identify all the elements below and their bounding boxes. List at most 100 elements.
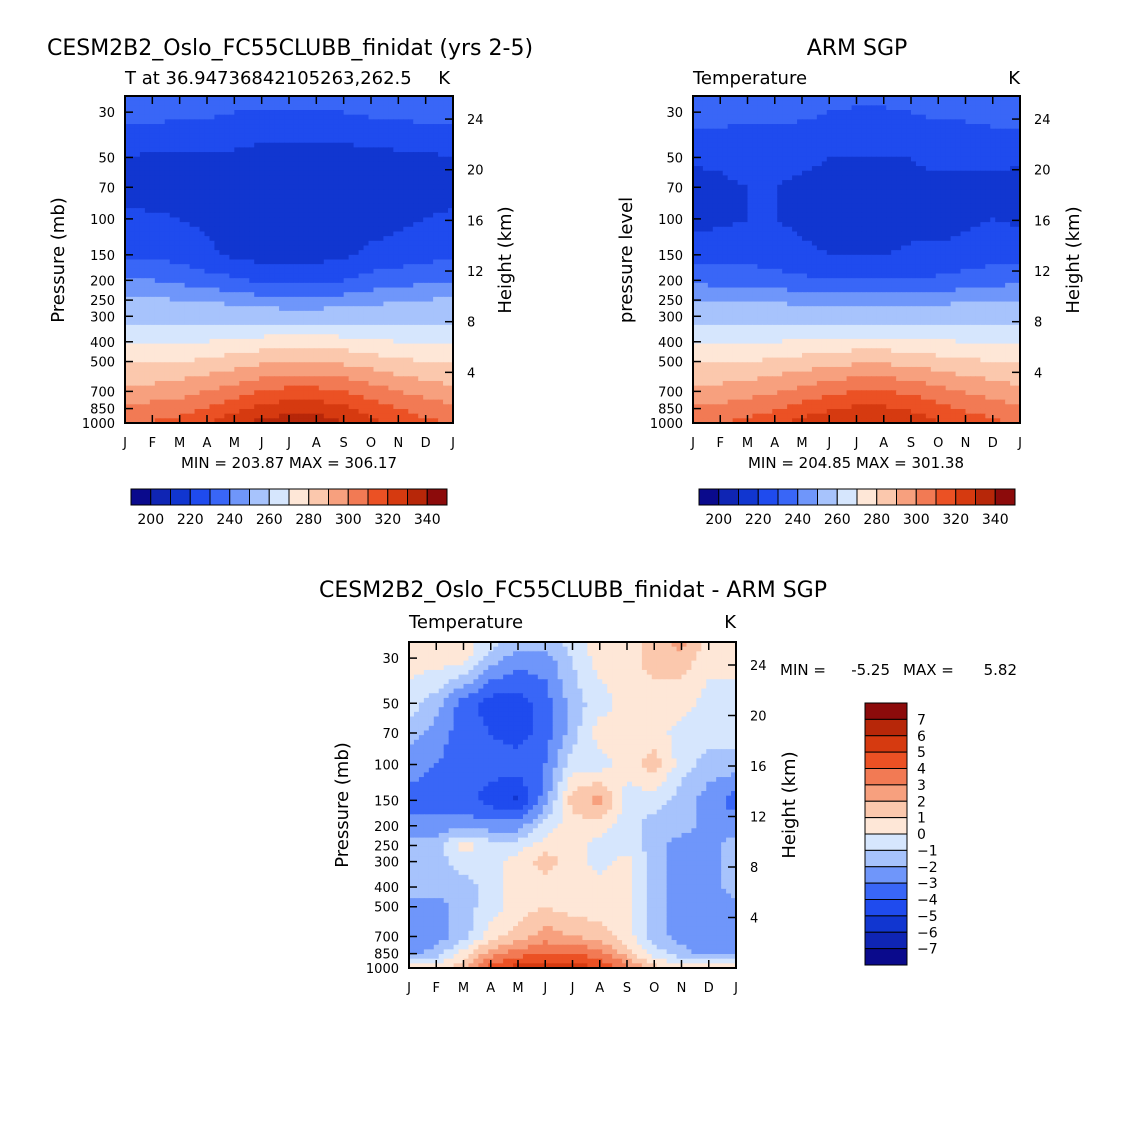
contour-cell <box>423 408 429 415</box>
contour-cell <box>144 194 151 200</box>
contour-cell <box>249 306 255 312</box>
contour-cell <box>388 119 394 125</box>
contour-cell <box>249 376 255 382</box>
contour-cell <box>254 250 260 256</box>
contour-cell <box>383 287 389 293</box>
contour-cell <box>279 236 285 242</box>
contour-cell <box>443 226 449 233</box>
contour-cell <box>214 240 221 247</box>
contour-cell <box>338 124 345 130</box>
contour-cell <box>219 394 225 401</box>
contour-cell <box>338 334 345 340</box>
contour-cell <box>1000 96 1006 102</box>
contour-cell <box>259 226 265 233</box>
contour-cell <box>353 138 360 144</box>
contour-cell <box>129 222 136 228</box>
contour-cell <box>125 133 131 139</box>
contour-cell <box>125 105 131 111</box>
contour-cell <box>279 404 285 410</box>
contour-cell <box>348 128 355 134</box>
contour-cell <box>403 175 409 181</box>
contour-cell <box>303 189 310 195</box>
contour-cell <box>831 105 838 111</box>
contour-cell <box>428 376 434 382</box>
contour-cell <box>209 124 216 130</box>
contour-cell <box>388 282 394 289</box>
contour-cell <box>373 259 380 265</box>
contour-cell <box>398 404 404 410</box>
contour-cell <box>129 105 136 111</box>
contour-cell <box>139 245 146 251</box>
contour-cell <box>438 268 444 275</box>
contour-cell <box>179 124 186 130</box>
contour-cell <box>428 404 434 410</box>
contour-cell <box>259 231 265 237</box>
contour-cell <box>393 198 399 205</box>
contour-cell <box>438 338 444 345</box>
contour-cell <box>383 306 389 312</box>
contour-cell <box>418 404 424 410</box>
contour-cell <box>125 124 131 130</box>
contour-cell <box>204 217 211 223</box>
contour-cell <box>348 254 355 261</box>
contour-cell <box>318 208 325 214</box>
contour-cell <box>338 385 345 391</box>
contour-cell <box>159 100 166 106</box>
contour-cell <box>388 352 394 359</box>
contour-cell <box>279 250 285 256</box>
contour-cell <box>298 259 305 265</box>
contour-cell <box>239 380 245 387</box>
contour-cell <box>199 334 206 340</box>
contour-cell <box>279 203 285 209</box>
contour-cell <box>254 264 260 270</box>
colorbar-swatch <box>288 488 310 506</box>
contour-cell <box>303 343 310 349</box>
contour-cell <box>279 343 285 349</box>
contour-cell <box>139 105 146 111</box>
contour-cell <box>398 124 404 130</box>
contour-cell <box>129 390 136 396</box>
contour-cell <box>199 343 206 349</box>
contour-cell <box>144 310 151 317</box>
contour-cell <box>219 156 225 162</box>
contour-cell <box>154 264 161 270</box>
contour-cell <box>358 217 365 223</box>
contour-cell <box>772 105 778 111</box>
contour-cell <box>284 161 290 167</box>
contour-cell <box>239 282 245 289</box>
contour-cell <box>398 315 404 321</box>
contour-cell <box>254 390 260 396</box>
contour-cell <box>358 166 365 172</box>
contour-cell <box>139 348 146 354</box>
colorbar-swatch <box>426 488 448 506</box>
contour-cell <box>174 320 181 326</box>
contour-cell <box>159 287 166 293</box>
contour-cell <box>194 184 201 191</box>
contour-cell <box>328 175 335 181</box>
contour-cell <box>174 236 181 242</box>
contour-cell <box>125 222 131 228</box>
contour-cell <box>239 338 245 345</box>
contour-cell <box>293 418 300 424</box>
contour-cell <box>303 310 310 317</box>
contour-cell <box>179 259 186 265</box>
contour-cell <box>199 310 206 317</box>
contour-cell <box>443 273 449 279</box>
contour-cell <box>274 315 280 321</box>
contour-cell <box>289 203 295 209</box>
contour-cell <box>423 180 429 186</box>
contour-cell <box>388 208 394 214</box>
contour-cell <box>802 110 808 116</box>
contour-cell <box>144 273 151 279</box>
contour-cell <box>244 254 250 261</box>
contour-cell <box>134 268 141 275</box>
contour-cell <box>139 152 146 158</box>
contour-cell <box>293 404 300 410</box>
contour-cell <box>164 152 171 158</box>
contour-cell <box>343 198 350 205</box>
contour-cell <box>398 264 404 270</box>
contour-cell <box>179 334 186 340</box>
contour-cell <box>398 418 404 424</box>
contour-cell <box>264 110 270 116</box>
contour-cell <box>274 338 280 345</box>
